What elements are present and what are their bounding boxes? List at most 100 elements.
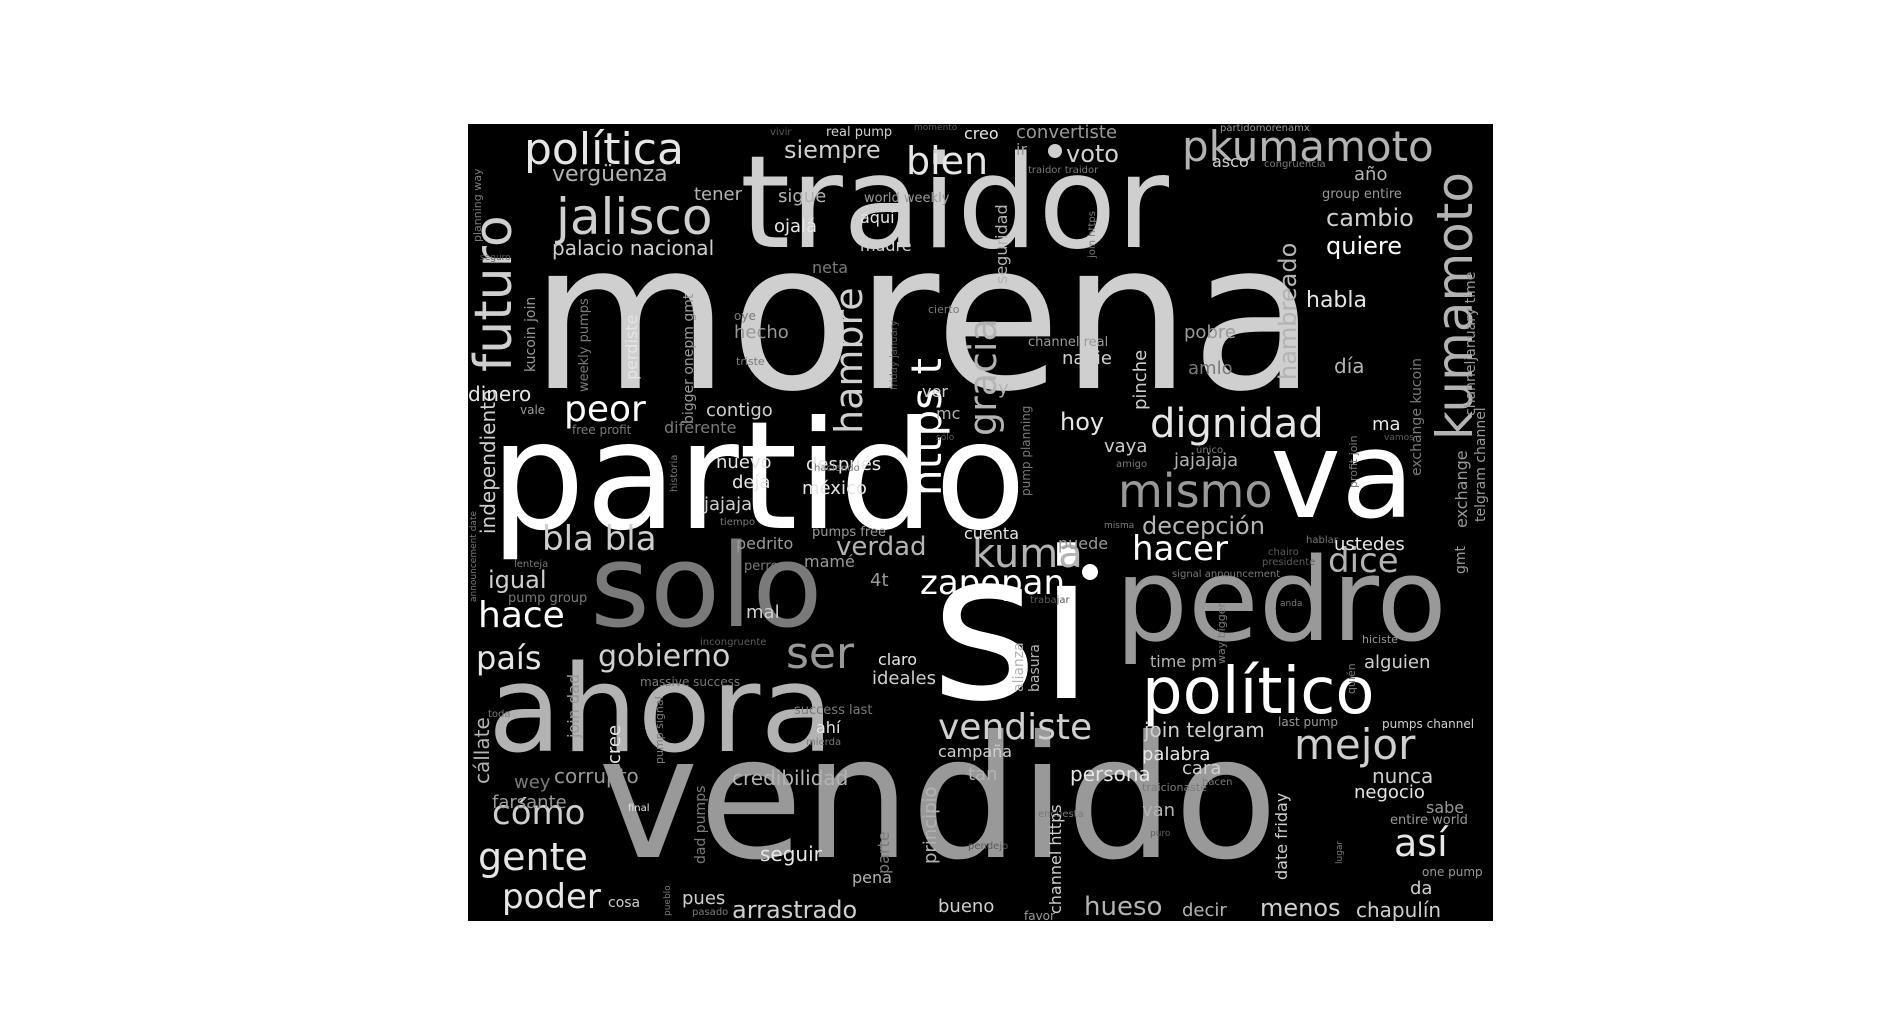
word-convertiste: convertiste: [1016, 124, 1118, 143]
word-historia: historia: [669, 454, 680, 492]
word-principio: principio: [920, 786, 941, 864]
word-partido: partido: [490, 390, 1027, 564]
word-credibilidad: credibilidad: [732, 766, 849, 790]
word-one-pump: one pump: [1422, 865, 1483, 879]
word-hacer: hacer: [1132, 529, 1228, 569]
word-persona: persona: [1070, 762, 1151, 786]
word-gmt: gmt: [1453, 545, 1469, 574]
word-dice: dice: [1328, 541, 1399, 581]
word-time-pm: time pm: [1150, 652, 1217, 671]
word-https-t: https t: [902, 358, 951, 496]
word-mame: mamé: [804, 552, 855, 571]
word-jalisco: jalisco: [556, 188, 713, 246]
word-palacio-nacional: palacio nacional: [552, 236, 715, 260]
word-vendido: vendido: [598, 700, 1278, 898]
word-chairo: chairo: [1268, 547, 1299, 558]
word-exchange: exchange: [1452, 450, 1471, 528]
word-sabe: sabe: [1426, 798, 1465, 817]
word-neta: neta: [812, 258, 849, 277]
word-diferente: diferente: [664, 418, 737, 437]
word-asi: así: [1394, 821, 1448, 865]
word-profit-join: profit join: [1347, 435, 1360, 488]
word-encuesta: encuesta: [1038, 809, 1084, 820]
word-poder: poder: [502, 877, 601, 917]
word-ahora: ahora: [488, 641, 834, 780]
word-callate: cállate: [470, 717, 494, 784]
word-creo: creo: [964, 124, 999, 143]
word-ojala: ojalá: [774, 216, 818, 237]
word-haciendo: haciendo: [814, 463, 860, 474]
word-peor: peor: [564, 389, 646, 430]
word-pump-signal: pump signal: [653, 696, 666, 764]
word-weekly-pumps: weekly pumps: [577, 298, 592, 392]
word-presidente: presidente: [1262, 557, 1316, 568]
word-pobre: pobre: [1184, 322, 1236, 343]
word-verguenza: vergüenza: [552, 162, 668, 187]
word-quiere: quiere: [1326, 232, 1402, 260]
word-cierto: cierto: [928, 303, 960, 316]
word-bueno: bueno: [938, 896, 995, 917]
word-hueso: hueso: [1084, 892, 1163, 921]
word-mierda: mierda: [806, 737, 842, 748]
word-toda: toda: [488, 709, 511, 720]
word-jajajaja: jajajaja: [1174, 450, 1239, 471]
word-verdad: verdad: [836, 532, 927, 562]
word-oye: oye: [734, 309, 756, 323]
word-vale: vale: [520, 403, 546, 417]
word-hablar: hablar: [1306, 535, 1338, 546]
word-telgram-channel: telgram channel: [1473, 407, 1489, 522]
word-cambio: cambio: [1326, 204, 1414, 232]
word-decepcion: decepción: [1142, 512, 1265, 540]
word-pueblo: pueblo: [663, 885, 673, 916]
word-gobierno: gobierno: [598, 639, 731, 674]
word-pedro: pedro: [1115, 534, 1447, 668]
word-pump-group: pump group: [508, 591, 588, 606]
word-sigue: sigue: [778, 186, 827, 207]
word-dia: día: [1334, 354, 1365, 378]
word-mc: mc: [936, 404, 961, 423]
word-tan: tan: [968, 764, 998, 785]
word-pues: pues: [682, 888, 726, 909]
word-ma: ma: [1372, 414, 1401, 435]
word-gente: gente: [478, 835, 588, 879]
word-exchange-kucoin: exchange kucoin: [1409, 358, 1425, 476]
word-bien: bien: [906, 139, 989, 183]
word-unico: único: [1196, 445, 1224, 456]
word-join-telgram: join telgram: [1144, 718, 1265, 742]
word-politica: política: [524, 124, 684, 175]
word-hecho: hecho: [734, 322, 789, 343]
word-mexico: méxico: [802, 478, 867, 499]
word-date-friday: date friday: [1272, 792, 1291, 880]
word-tiempo: tiempo: [720, 517, 756, 528]
word-solo-ac: sólo: [936, 433, 955, 443]
dot-mark: [1082, 564, 1098, 580]
word-mismo: mismo: [1118, 464, 1273, 518]
word-politico: político: [1142, 655, 1375, 729]
word-dad-pumps: dad pumps: [693, 785, 709, 864]
word-cree: cree: [604, 724, 625, 764]
word-join-https: join https: [1087, 211, 1098, 258]
word-si: si: [931, 509, 1095, 747]
word-incongruente: incongruente: [700, 637, 767, 648]
word-corrupto: corrupto: [554, 764, 639, 788]
word-hambreado: hambreado: [1274, 242, 1302, 380]
word-momento: momento: [914, 124, 958, 133]
word-success-last: success last: [794, 703, 873, 718]
word-triste: triste: [736, 355, 765, 368]
word-ustedes: ustedes: [1334, 534, 1405, 555]
word-ahi: ahí: [816, 718, 841, 737]
word-ano: año: [1354, 164, 1388, 185]
word-world-weekly: world weekly: [864, 191, 950, 206]
word-kucoin-join: kucoin join: [523, 296, 539, 372]
word-hacen: hacen: [1202, 777, 1233, 788]
word-pinche: pinche: [1130, 349, 1151, 410]
word-bla-bla: bla bla: [542, 519, 657, 559]
word-vamos: vamos: [1384, 433, 1414, 443]
word-nunca: nunca: [1372, 764, 1434, 788]
word-favor: favor: [1024, 909, 1055, 921]
word-campana: campaña: [938, 742, 1013, 761]
word-amlo: amlo: [1188, 358, 1233, 379]
word-da: da: [1410, 878, 1433, 899]
word-lenteja: lenteja: [514, 559, 549, 570]
word-nadie: nadie: [1062, 348, 1112, 369]
